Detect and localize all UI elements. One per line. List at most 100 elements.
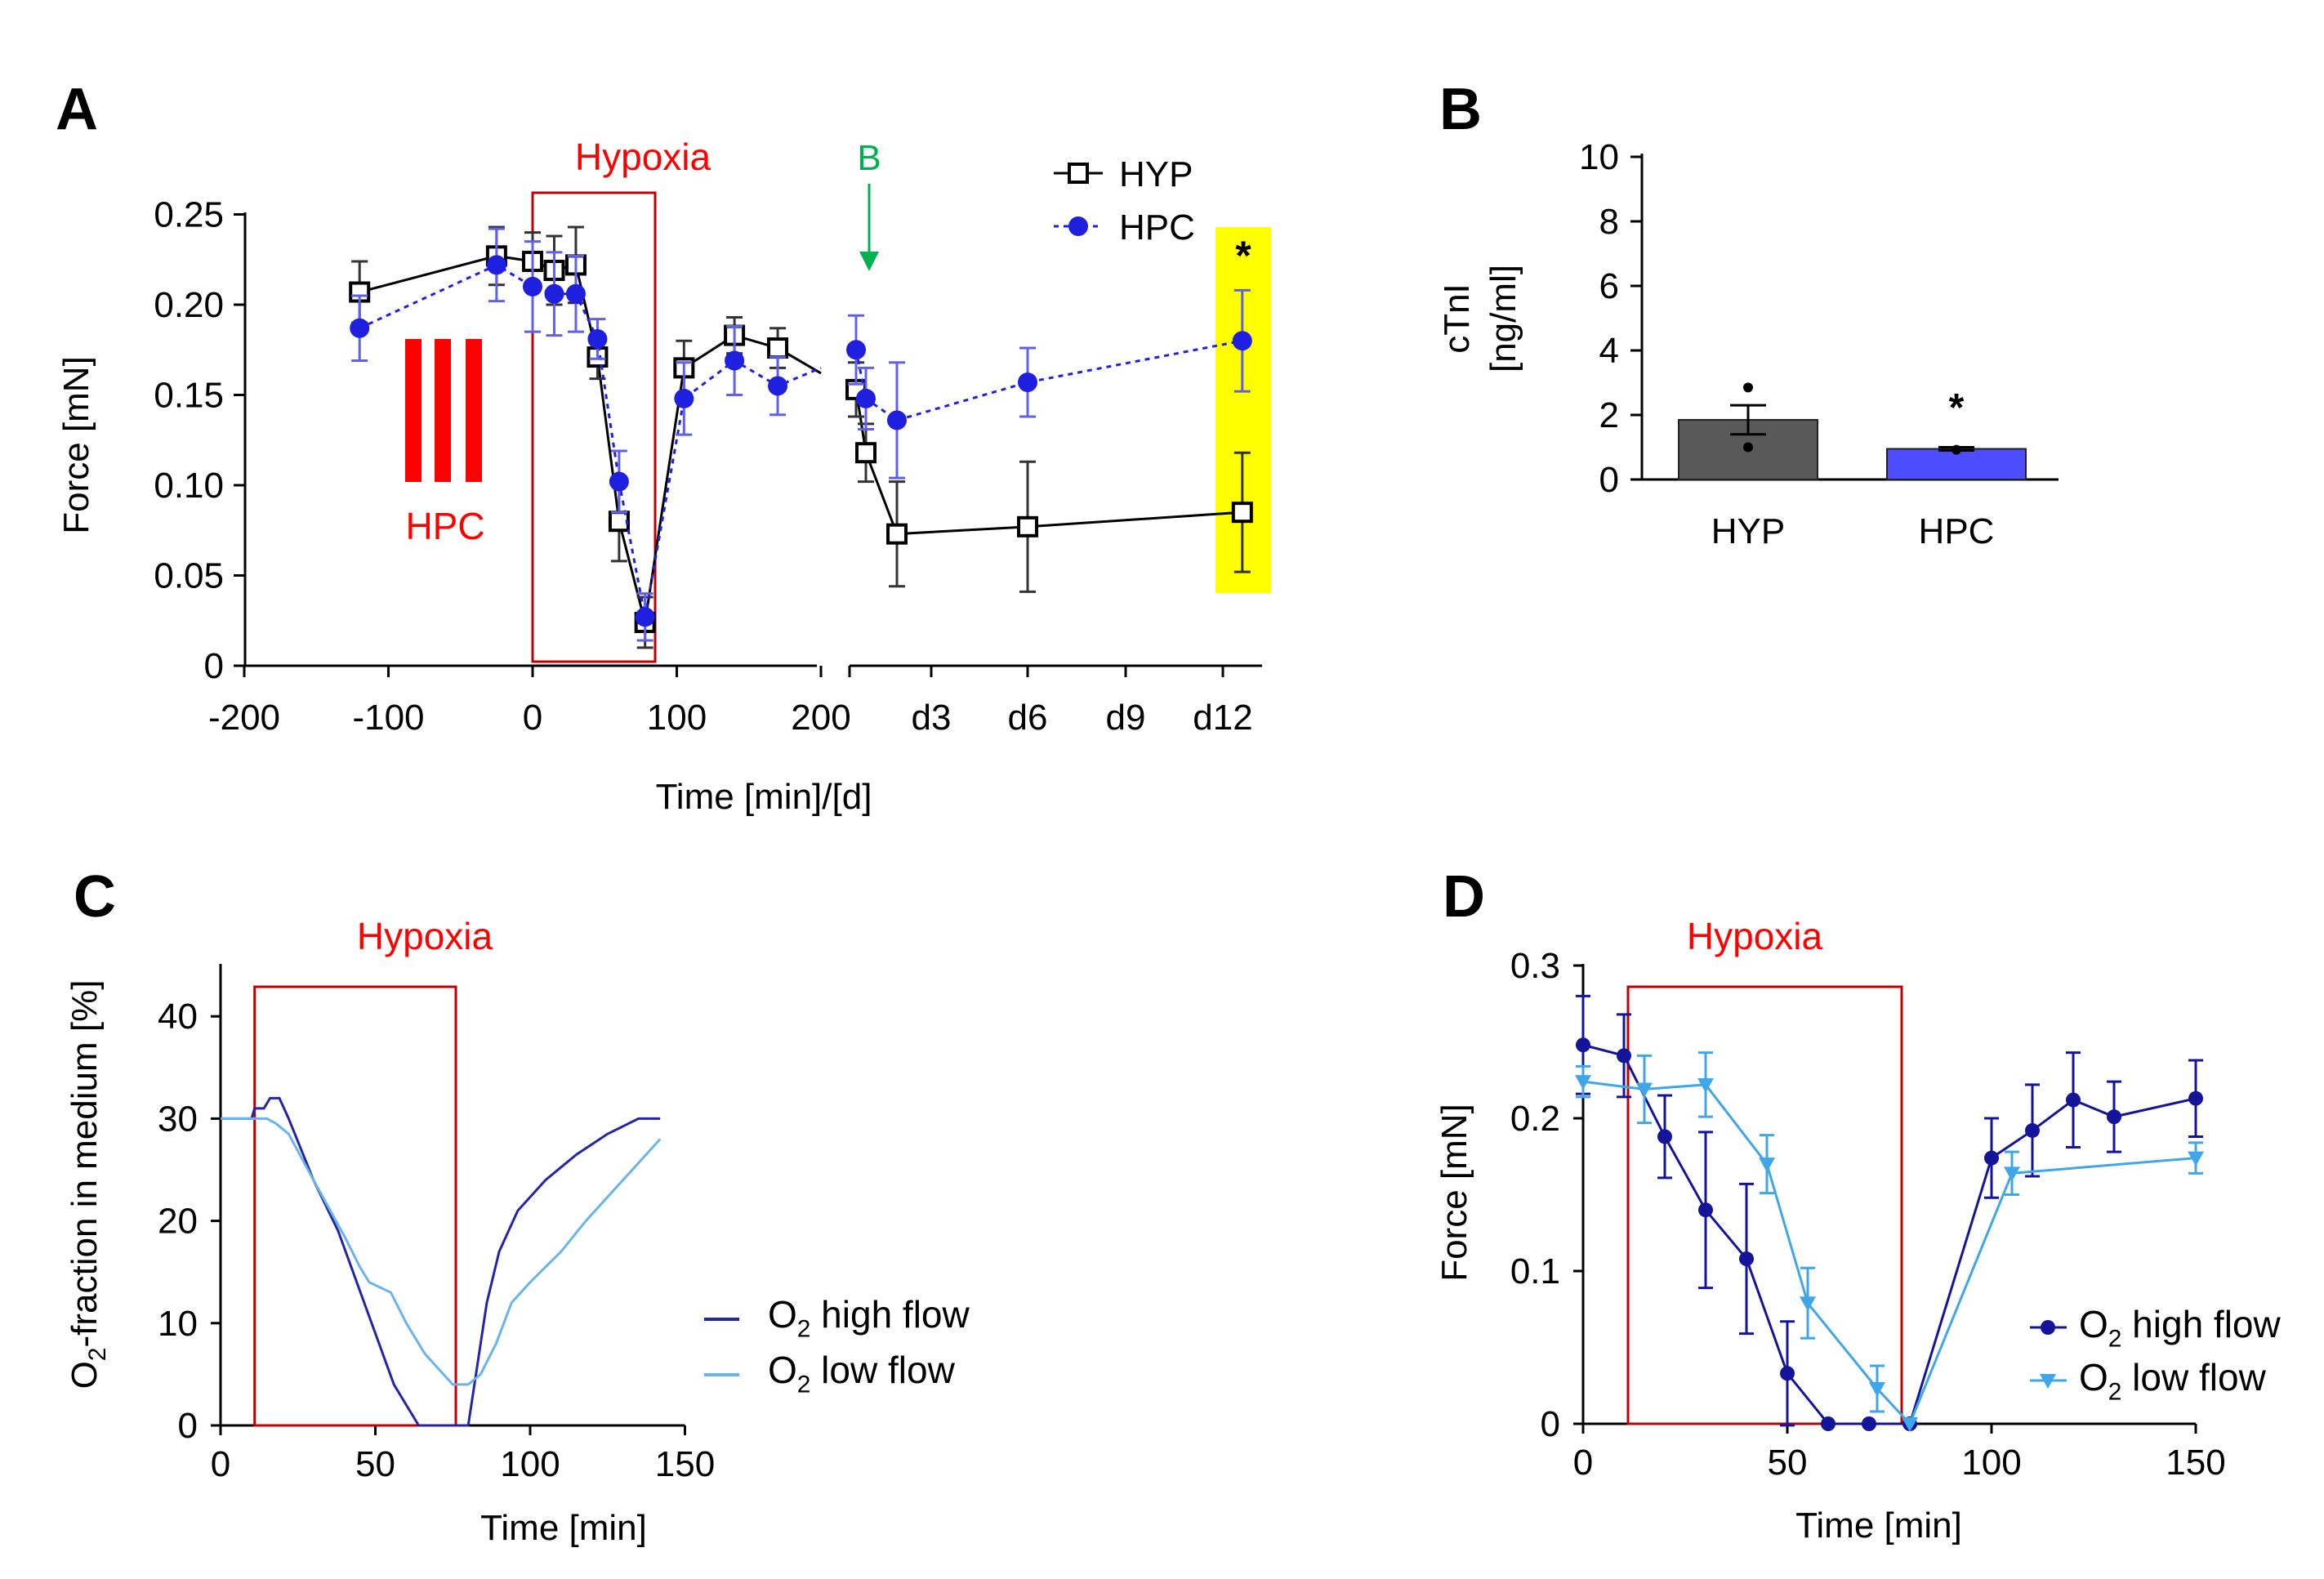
x-tick-label-a-day: d9 [1106, 698, 1146, 738]
x-tick-label-a-day: d6 [1008, 698, 1048, 738]
legend-label-o2-low: O2 low flow [768, 1349, 956, 1398]
x-tick-label-a: 200 [791, 698, 850, 738]
data-point-o2-high-flow [2188, 1091, 2203, 1106]
data-point-o2-low-flow [1636, 1082, 1653, 1098]
data-point-o2-low-flow [1759, 1157, 1775, 1173]
data-point-hyp [767, 337, 789, 359]
data-point-o2-high-flow [2066, 1092, 2081, 1108]
x-tick-label-a: -100 [352, 698, 424, 738]
data-point-o2-low-flow [1575, 1075, 1591, 1091]
bar-dot-hyp [1743, 442, 1753, 453]
data-point-o2-low-flow [2188, 1151, 2204, 1166]
hpc-stimulus-bar-3 [466, 339, 482, 482]
hypoxia-label-a: Hypoxia [575, 136, 711, 178]
x-tick-label-a-day: d3 [912, 698, 952, 738]
data-point-hpc [1232, 331, 1252, 351]
x-tick-label-a: 0 [523, 698, 542, 738]
panel-letter-b: B [1439, 77, 1482, 142]
y-tick-label-c: 10 [158, 1304, 198, 1344]
data-point-o2-high-flow [1698, 1202, 1713, 1218]
series-line-hpc-days [854, 339, 1243, 422]
data-point-o2-low-flow [1902, 1417, 1918, 1432]
y-tick-label-a: 0.05 [154, 556, 224, 596]
x-tick-label-c: 100 [500, 1444, 560, 1484]
y-tick-label-d: 0.2 [1510, 1099, 1560, 1139]
series-line-hpc-minutes [359, 263, 822, 618]
panel-b-ctni-bar-chart: 0 2 4 6 8 10 cTnI [ng/ml] HYP HPC * [1437, 137, 2059, 551]
data-point-hyp [886, 523, 908, 545]
data-point-hpc [768, 376, 788, 396]
significance-star-b: * [1949, 386, 1965, 430]
panel-d-force-chart: 0 0.1 0.2 0.3 0 50 100 150 Time [min] Force [mN] H… [1434, 915, 2282, 1546]
legend-label-d-high: O2 high flow [2079, 1303, 2282, 1353]
data-point-o2-high-flow [1657, 1129, 1672, 1144]
bar-dot-hpc [1952, 444, 1961, 455]
x-tick-label-a: -200 [208, 698, 280, 738]
y-tick-label-b: 0 [1599, 460, 1619, 500]
legend-label-d-low: O2 low flow [2079, 1356, 2267, 1406]
panel-letter-d: D [1443, 864, 1485, 930]
y-tick-label-a: 0 [204, 646, 224, 686]
data-point-hpc [1018, 372, 1037, 393]
y-tick-label-b: 6 [1599, 266, 1619, 306]
data-point-o2-high-flow [1862, 1416, 1876, 1431]
x-tick-label-c: 0 [211, 1444, 230, 1484]
data-point-hpc [856, 388, 876, 408]
hypoxia-box-c [253, 985, 457, 1427]
data-point-o2-low-flow [1697, 1077, 1714, 1093]
x-tick-label-d: 50 [1768, 1443, 1808, 1483]
legend-label-hpc: HPC [1119, 207, 1195, 248]
b-marker-label: B [857, 138, 881, 178]
x-tick-label-c: 150 [655, 1444, 715, 1484]
hypoxia-box-d [1626, 985, 1903, 1425]
data-point-hyp [855, 442, 877, 464]
data-point-o2-high-flow [2025, 1122, 2040, 1138]
series-line-o2-low-flow [221, 1117, 662, 1386]
data-point-hyp [608, 511, 630, 533]
x-tick-label-d: 150 [2166, 1443, 2225, 1483]
data-point-hpc [887, 410, 907, 430]
x-axis-title-c: Time [min] [480, 1508, 647, 1548]
y-tick-label-b: 4 [1599, 331, 1619, 371]
data-point-hpc [587, 328, 608, 349]
y-tick-label-a: 0.20 [154, 285, 224, 325]
data-point-o2-high-flow [2107, 1109, 2121, 1125]
data-point-hpc [635, 607, 655, 627]
y-tick-label-d: 0.3 [1510, 946, 1560, 986]
data-point-o2-high-flow [1984, 1150, 1999, 1166]
b-marker-arrowhead [859, 252, 879, 271]
y-tick-label-a: 0.25 [154, 195, 224, 235]
series-line-o2-high-flow [1582, 1043, 2197, 1425]
legend-label-o2-high: O2 high flow [768, 1293, 970, 1343]
panel-letter-a: A [56, 77, 98, 142]
x-tick-label-b: HYP [1711, 511, 1785, 551]
x-tick-label-b: HPC [1919, 511, 1995, 551]
series-line-hyp-days [854, 389, 1242, 536]
hpc-stimulus-bar-2 [435, 339, 451, 482]
y-tick-label-c: 20 [158, 1202, 198, 1242]
data-point-o2-high-flow [1617, 1048, 1631, 1064]
legend-marker-hyp [1068, 163, 1089, 184]
data-point-hyp [1231, 502, 1253, 524]
y-tick-label-b: 10 [1579, 137, 1619, 177]
hypoxia-label-d: Hypoxia [1687, 915, 1823, 957]
hpc-stimulus-label: HPC [405, 505, 484, 547]
y-axis-title-b-line2: [ng/ml] [1483, 265, 1523, 372]
data-point-hpc [544, 283, 564, 304]
x-tick-label-c: 50 [355, 1444, 395, 1484]
data-point-hyp [1017, 515, 1038, 537]
data-point-o2-high-flow [1576, 1037, 1590, 1053]
y-tick-label-d: 0.1 [1510, 1251, 1560, 1291]
data-point-hpc [725, 350, 745, 371]
series-line-hyp-minutes [359, 254, 822, 623]
x-tick-label-a: 100 [647, 698, 707, 738]
y-tick-label-b: 2 [1599, 395, 1619, 435]
y-tick-label-b: 8 [1599, 202, 1619, 242]
legend-marker-d-high [2041, 1320, 2055, 1335]
hpc-stimulus-bar-1 [405, 339, 422, 482]
hypoxia-label-c: Hypoxia [357, 915, 493, 957]
data-point-o2-low-flow [1800, 1296, 1816, 1312]
legend-label-hyp: HYP [1119, 154, 1193, 194]
y-tick-label-a: 0.10 [154, 466, 224, 506]
